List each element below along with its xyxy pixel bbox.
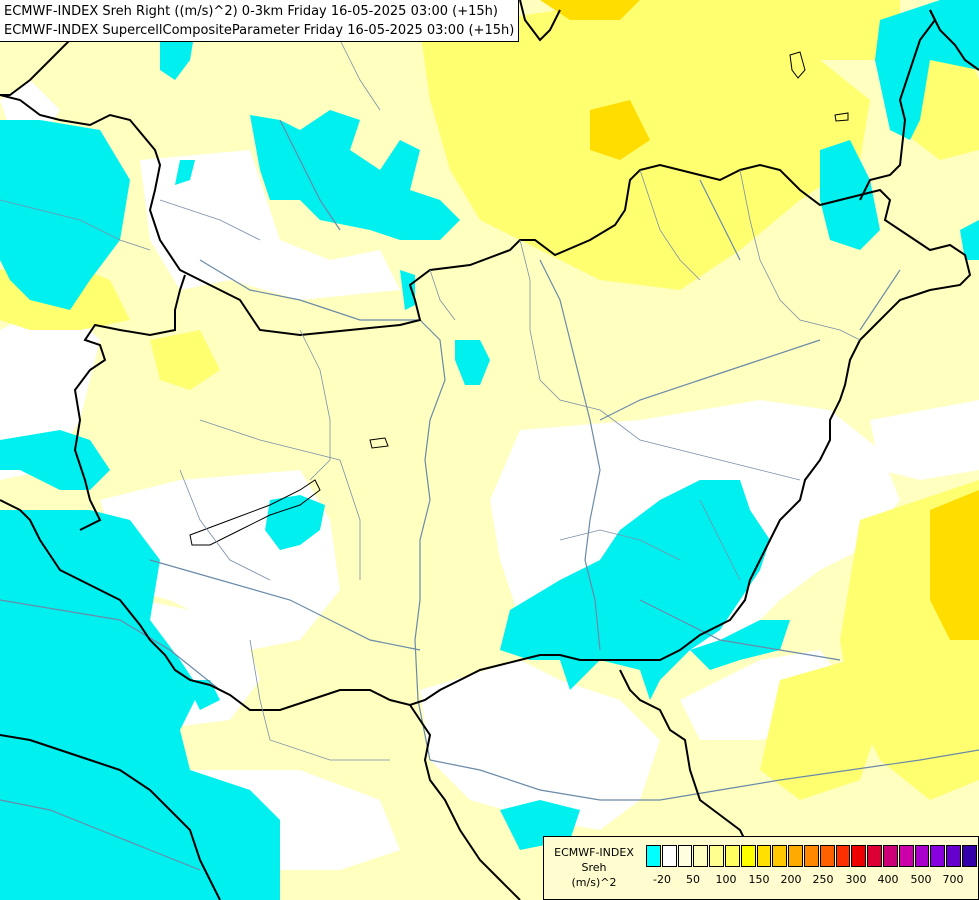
map-title-box: ECMWF-INDEX Sreh Right ((m/s)^2) 0-3km F…	[0, 0, 519, 42]
legend-ticks: -20 50 100 150 200 250 300 400 500 700	[644, 873, 978, 889]
legend-swatch	[803, 845, 819, 867]
sreh-field-gold	[540, 0, 979, 640]
legend-swatch	[709, 845, 724, 867]
county-borders	[0, 39, 861, 761]
legend-tick-label: 500	[910, 873, 932, 886]
legend-swatch	[946, 845, 961, 867]
legend-swatches	[646, 845, 979, 867]
legend-tick-label: 200	[780, 873, 802, 886]
legend-swatch	[867, 845, 882, 867]
legend-tick-label: 700	[942, 873, 964, 886]
legend-tick-label: 300	[845, 873, 867, 886]
legend-swatch	[788, 845, 803, 867]
legend-tick-label: -20	[653, 873, 671, 886]
legend-swatch	[646, 845, 661, 867]
map-title-line-1: ECMWF-INDEX Sreh Right ((m/s)^2) 0-3km F…	[4, 4, 498, 19]
legend-swatch	[898, 845, 914, 867]
legend-swatch	[740, 845, 756, 867]
legend-swatch	[961, 845, 977, 867]
legend-swatch	[882, 845, 898, 867]
legend-tick-label: 100	[715, 873, 737, 886]
legend-tick-label: 150	[748, 873, 770, 886]
legend-swatch	[914, 845, 930, 867]
legend-swatch	[977, 845, 979, 867]
lakes	[189, 51, 849, 546]
legend-title-line-2: Sreh	[581, 861, 607, 874]
legend-swatch	[819, 845, 835, 867]
legend-swatch	[693, 845, 709, 867]
legend-swatch	[677, 845, 693, 867]
rivers	[0, 119, 979, 871]
legend-swatch	[930, 845, 946, 867]
legend-swatch	[772, 845, 788, 867]
legend-tick-label: 50	[686, 873, 700, 886]
map-title-line-2: ECMWF-INDEX SupercellCompositeParameter …	[4, 23, 515, 38]
legend-swatch	[724, 845, 740, 867]
legend-tick-label: 250	[812, 873, 834, 886]
legend-title-line-1: ECMWF-INDEX	[554, 846, 634, 859]
color-legend: ECMWF-INDEX Sreh (m/s)^2 -20 50 100 150 200 2…	[543, 836, 979, 900]
legend-swatch	[851, 845, 867, 867]
legend-swatch	[661, 845, 677, 867]
legend-unit: (m/s)^2	[571, 876, 617, 889]
legend-title: ECMWF-INDEX Sreh (m/s)^2	[546, 845, 642, 890]
legend-tick-label: 400	[877, 873, 899, 886]
legend-swatch	[756, 845, 772, 867]
legend-swatch	[835, 845, 851, 867]
